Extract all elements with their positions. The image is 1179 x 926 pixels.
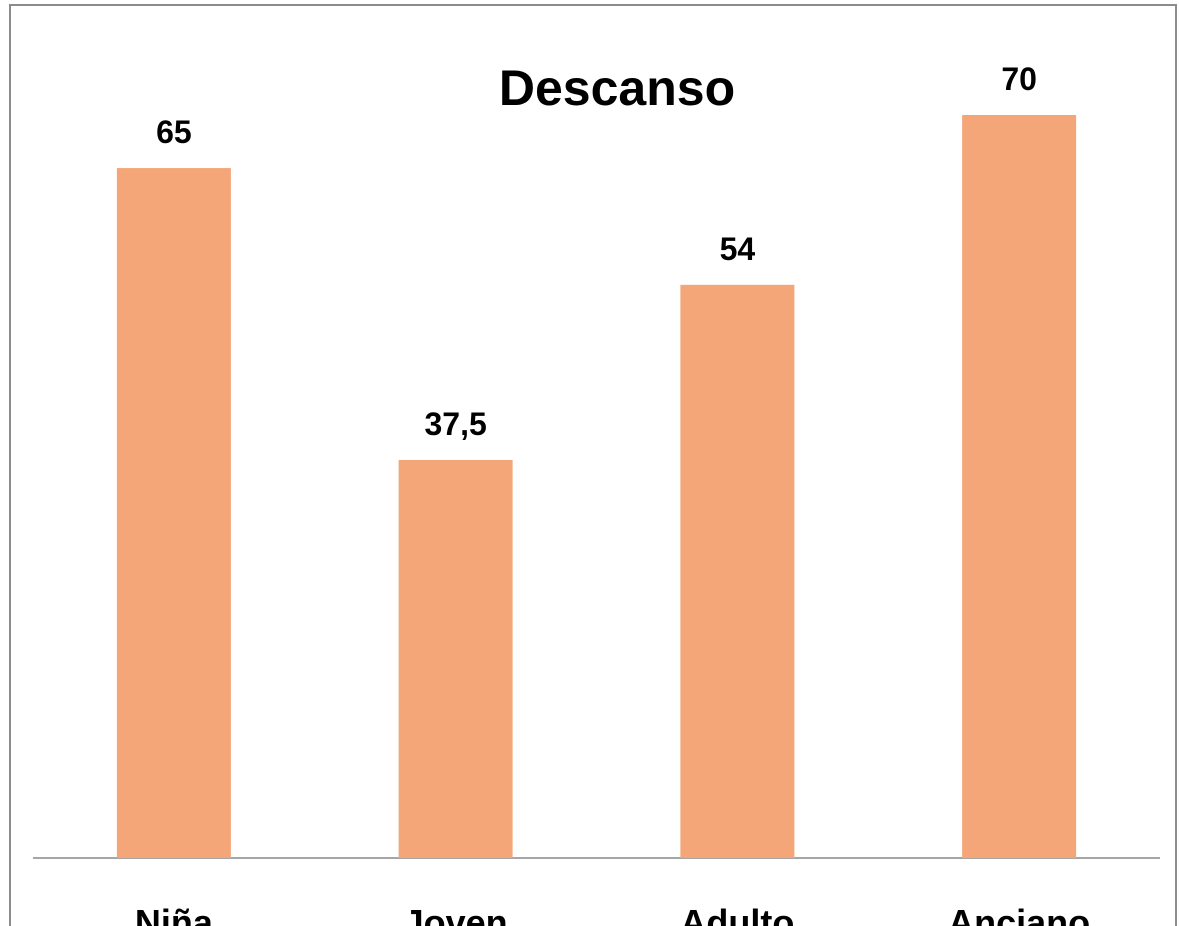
value-label: 70	[1001, 61, 1037, 97]
bar	[680, 284, 795, 858]
bar	[116, 168, 231, 859]
x-tick-label: Niña	[135, 902, 214, 926]
value-label: 54	[720, 231, 756, 267]
x-tick-label: Adulto	[680, 902, 794, 926]
x-tick-label: Joven	[404, 902, 508, 926]
bar	[962, 115, 1077, 858]
value-label: 37,5	[424, 406, 486, 442]
value-label: 65	[156, 114, 192, 150]
bar	[398, 459, 513, 858]
chart-title: Descanso	[499, 60, 735, 116]
x-tick-label: Anciano	[948, 902, 1090, 926]
